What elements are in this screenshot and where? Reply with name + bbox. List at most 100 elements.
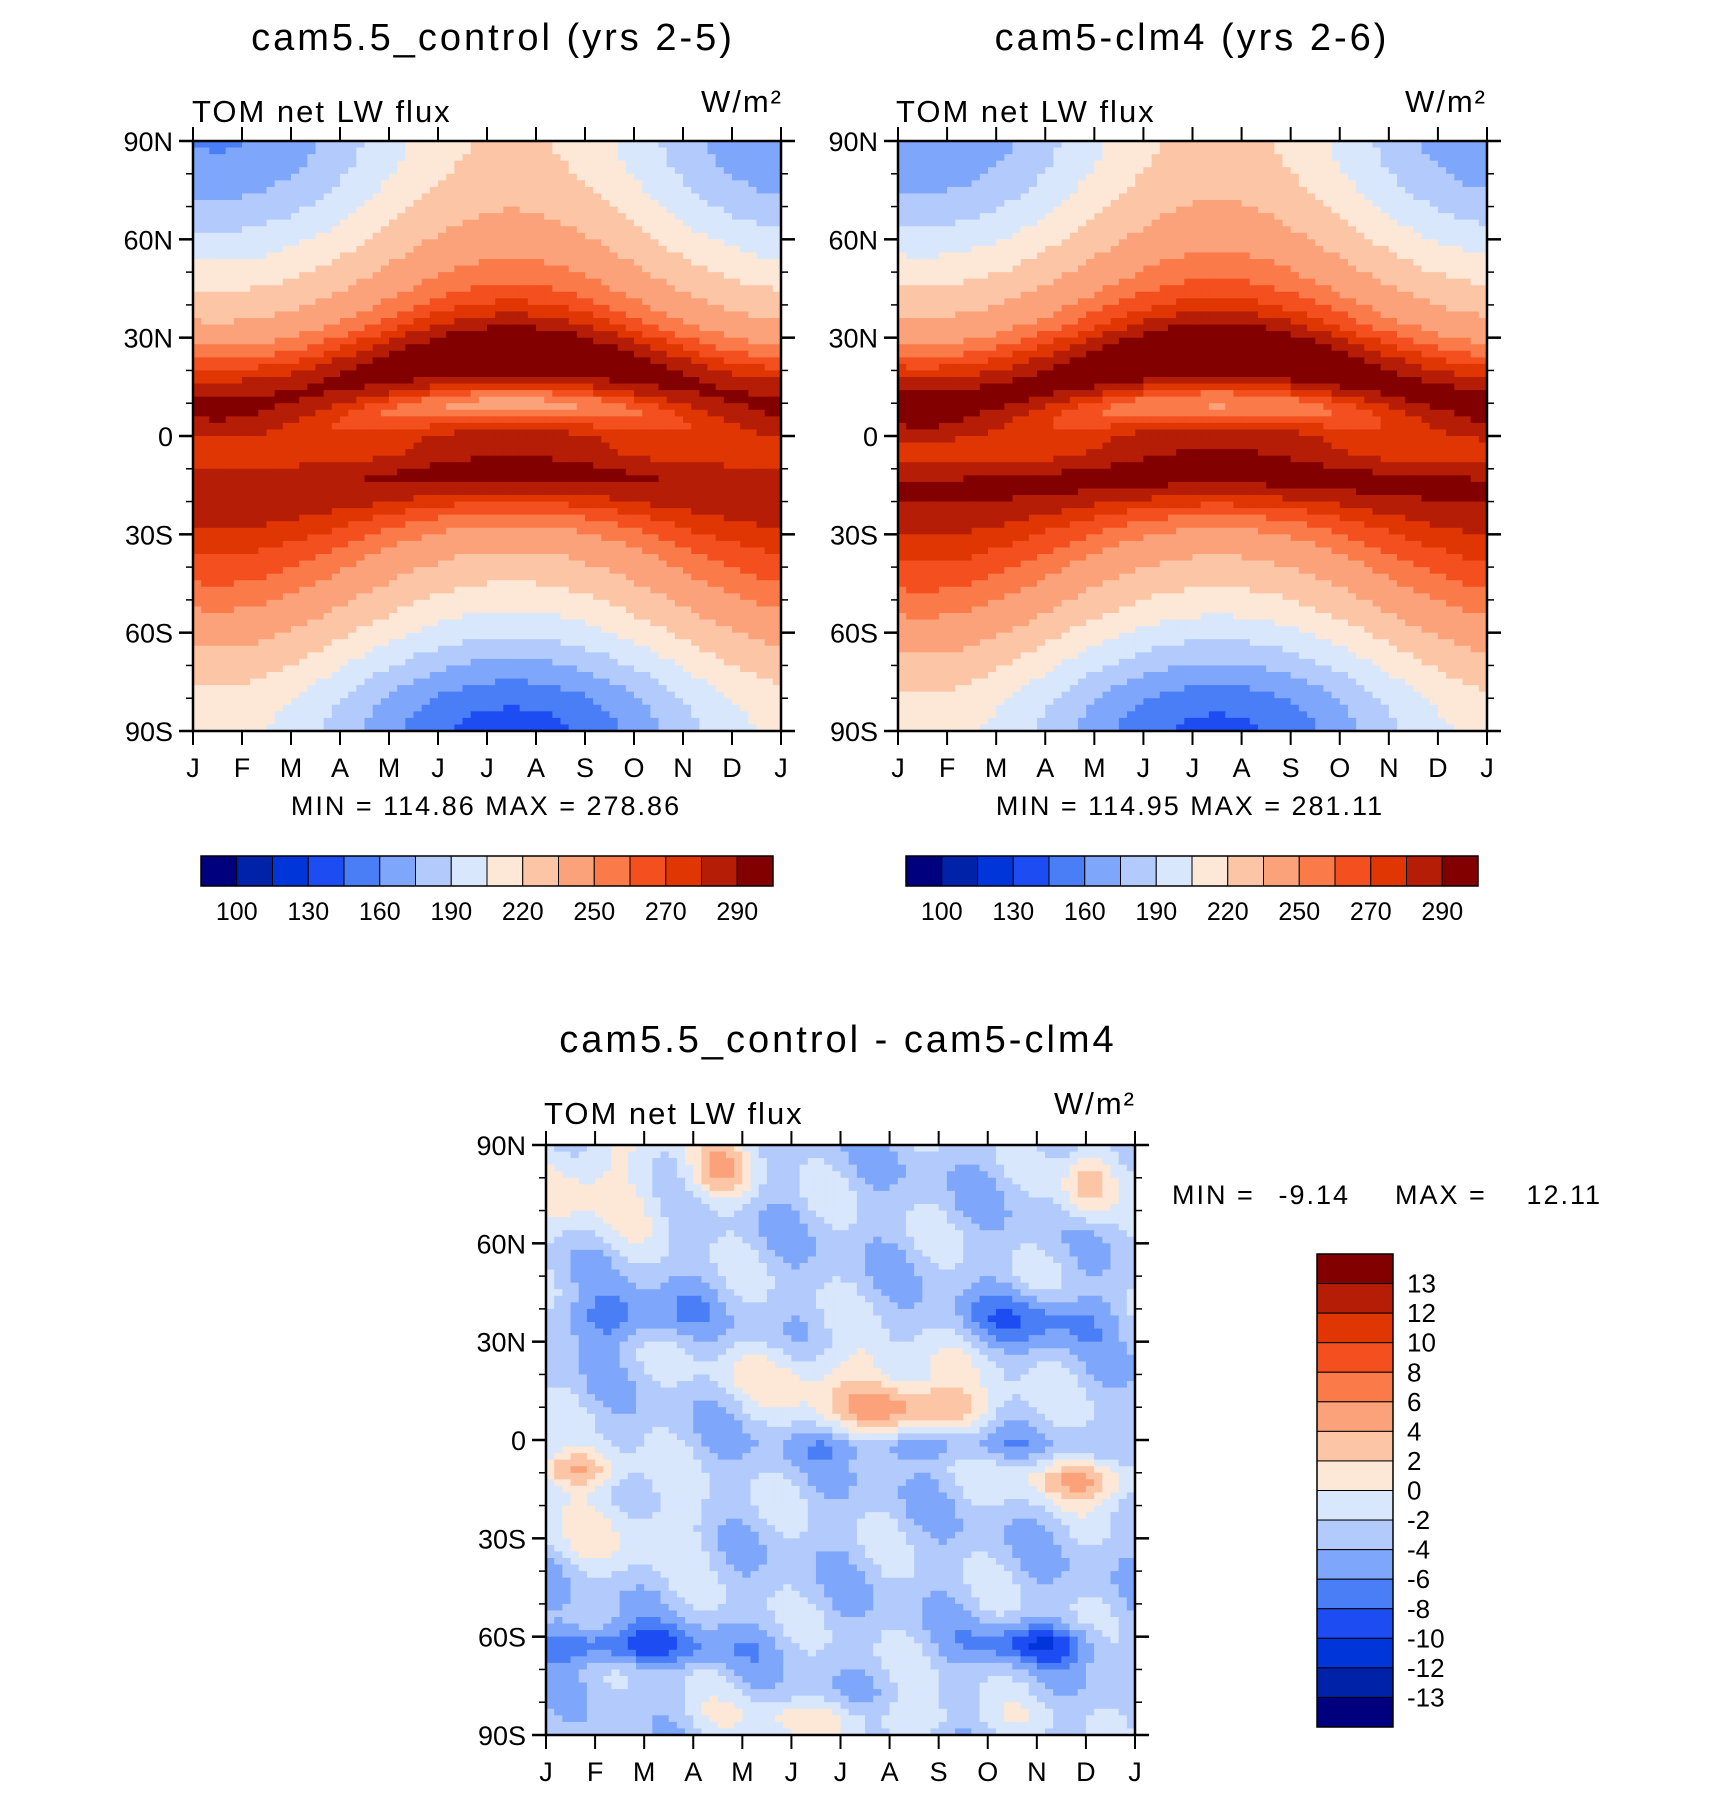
panel-control-cell <box>209 148 218 155</box>
panel-control-cell <box>601 246 610 253</box>
panel-control-cell <box>601 285 610 292</box>
panel-control-cell <box>552 233 561 240</box>
panel-control-cell <box>267 325 276 332</box>
panel-control-cell <box>307 325 316 332</box>
panel-control-cell <box>299 220 308 227</box>
panel-control-cell <box>258 252 267 259</box>
panel-control-cell <box>430 338 439 345</box>
panel-control-cell <box>503 246 512 253</box>
panel-control-cell <box>348 213 357 220</box>
panel-control-cell <box>699 200 708 207</box>
panel-control-cell <box>569 161 578 168</box>
panel-control-cell <box>503 311 512 318</box>
panel-control-cell <box>332 246 341 253</box>
panel-control-cell <box>593 311 602 318</box>
panel-control-cell <box>610 311 619 318</box>
panel-control-cell <box>250 279 259 286</box>
panel-control-cell <box>258 298 267 305</box>
panel-control-cell <box>438 318 447 325</box>
panel-control-cell <box>569 148 578 155</box>
panel-control-cell <box>708 161 717 168</box>
panel-control-cell <box>234 239 243 246</box>
panel-control-cell <box>340 318 349 325</box>
panel-control-cell <box>218 305 227 312</box>
panel-control-cell <box>267 167 276 174</box>
panel-control-cell <box>365 207 374 214</box>
panel-control-cell <box>503 226 512 233</box>
panel-control-cell <box>561 246 570 253</box>
panel-control-cell <box>471 266 480 273</box>
panel-control-cell <box>691 207 700 214</box>
panel-control-cell <box>683 246 692 253</box>
panel-control-cell <box>724 193 733 200</box>
panel-control-cell <box>381 161 390 168</box>
panel-control-cell <box>446 187 455 194</box>
panel-control-cell <box>316 285 325 292</box>
panel-control-cell <box>650 174 659 181</box>
panel-control-cell <box>699 279 708 286</box>
panel-control-cell <box>373 239 382 246</box>
panel-control-cell <box>634 285 643 292</box>
panel-control-cell <box>618 338 627 345</box>
panel-control-cell <box>593 161 602 168</box>
panel-control-cell <box>242 180 251 187</box>
panel-control-cell <box>536 259 545 266</box>
panel-control-cell <box>512 318 521 325</box>
panel-control-cell <box>356 161 365 168</box>
panel-control-cell <box>422 187 431 194</box>
panel-control-cell <box>291 200 300 207</box>
panel-control-cell <box>201 325 210 332</box>
panel-control-cell <box>683 187 692 194</box>
panel-control-cell <box>373 331 382 338</box>
panel-control-cell <box>495 154 504 161</box>
panel-control-cell <box>585 239 594 246</box>
panel-control-cell <box>242 174 251 181</box>
panel-control-cell <box>495 305 504 312</box>
panel-control-cell <box>757 161 766 168</box>
panel-control-cell <box>716 233 725 240</box>
panel-control-cell <box>691 272 700 279</box>
panel-control-cell <box>650 239 659 246</box>
panel-control-cell <box>479 154 488 161</box>
panel-control-cell <box>610 167 619 174</box>
panel-control-cell <box>397 200 406 207</box>
panel-control-cell <box>381 207 390 214</box>
panel-control-cell <box>561 344 570 351</box>
panel-control-cell <box>740 246 749 253</box>
panel-control-cell <box>405 311 414 318</box>
panel-control-cell <box>593 226 602 233</box>
panel-control-cell <box>577 272 586 279</box>
panel-control-cell <box>340 207 349 214</box>
panel-control-cell <box>389 266 398 273</box>
panel-control-cell <box>740 279 749 286</box>
panel-control-cell <box>234 344 243 351</box>
panel-control-cell <box>226 279 235 286</box>
panel-control-cell <box>487 246 496 253</box>
panel-control-cell <box>593 318 602 325</box>
panel-control-cell <box>267 154 276 161</box>
panel-control-cell <box>552 325 561 332</box>
panel-control-cell <box>291 161 300 168</box>
panel-control-cell <box>757 180 766 187</box>
panel-control-cell <box>528 331 537 338</box>
panel-control-cell <box>503 193 512 200</box>
panel-control-cell <box>389 279 398 286</box>
panel-control-cell <box>650 292 659 299</box>
panel-control-cell <box>454 331 463 338</box>
panel-control-cell <box>332 331 341 338</box>
panel-control-cell <box>699 161 708 168</box>
panel-control-cell <box>356 305 365 312</box>
panel-control-cell <box>299 344 308 351</box>
panel-control-cell <box>389 187 398 194</box>
panel-control-cell <box>438 292 447 299</box>
panel-control-cell <box>316 338 325 345</box>
panel-control-cell <box>503 338 512 345</box>
panel-control-cell <box>454 252 463 259</box>
panel-control-cell <box>438 220 447 227</box>
panel-control-cell <box>218 344 227 351</box>
panel-control-cell <box>193 259 202 266</box>
panel-control-cell <box>446 161 455 168</box>
panel-control-cell <box>536 331 545 338</box>
panel-control-cell <box>618 180 627 187</box>
panel-control-cell <box>732 207 741 214</box>
